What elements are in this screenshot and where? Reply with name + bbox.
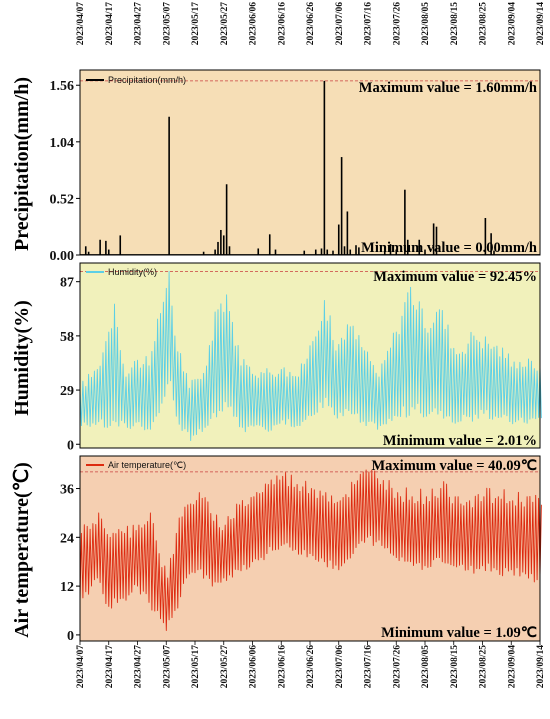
bottom-date-label: 2023/06/16	[277, 645, 287, 689]
temperature-frame	[79, 455, 541, 642]
bottom-date-label: 2023/04/27	[134, 645, 144, 689]
precipitation-y-label: Precipitation(mm/h)	[11, 77, 33, 251]
bottom-date-label: 2023/06/06	[249, 645, 259, 689]
top-date-label: 2023/04/17	[105, 2, 115, 46]
y-tick-label: 0	[67, 629, 74, 644]
top-date-label: 2023/04/07	[76, 2, 86, 46]
top-date-label: 2023/07/16	[364, 2, 374, 46]
precipitation-max-label: Maximum value = 1.60mm/h	[359, 80, 537, 96]
humidity-frame	[79, 262, 541, 449]
bottom-date-label: 2023/07/26	[392, 645, 402, 689]
y-tick-label: 36	[60, 483, 74, 498]
top-date-label: 2023/09/04	[507, 2, 517, 46]
bottom-date-label: 2023/04/17	[105, 645, 115, 689]
bottom-date-label: 2023/09/04	[507, 645, 517, 689]
legend-precipitation: Precipitation(mm/h)	[108, 75, 186, 85]
y-tick-label: 24	[60, 531, 74, 546]
top-date-axis: 2023/04/07 2023/04/17 2023/04/27 2023/05/07…	[76, 2, 546, 460]
legend-temperature: Air temperature(℃)	[108, 460, 186, 470]
top-date-label: 2023/07/26	[392, 2, 402, 46]
top-date-label: 2023/05/17	[191, 2, 201, 46]
temperature-line	[79, 469, 542, 631]
top-date-label: 2023/08/15	[450, 2, 460, 46]
y-tick-label: 0.00	[50, 249, 75, 264]
humidity-series	[79, 271, 542, 441]
precipitation-plot-area	[80, 70, 540, 255]
y-tick-label: 29	[60, 384, 74, 399]
top-date-label: 2023/06/16	[277, 2, 287, 46]
bottom-date-label: 2023/05/17	[191, 645, 201, 689]
y-tick-label: 58	[60, 330, 74, 345]
top-date-label: 2023/08/25	[479, 2, 489, 46]
bottom-date-label: 2023/07/16	[364, 645, 374, 689]
humidity-panel: 0 29 58 87 Humidity(%) Maximum value = 92.4…	[11, 262, 542, 453]
bottom-date-label: 2023/08/25	[479, 645, 489, 689]
top-date-label: 2023/06/26	[306, 2, 316, 46]
y-tick-label: 87	[60, 276, 74, 291]
bottom-date-label: 2023/08/15	[450, 645, 460, 689]
bottom-date-axis: 2023/04/07 2023/04/17 2023/04/27 2023/05/07…	[76, 641, 546, 688]
temperature-y-label: Air temperature(℃)	[11, 462, 33, 638]
temperature-y-ticks: 0 12 24 36	[60, 483, 80, 644]
legend-humidity: Humidity(%)	[108, 267, 157, 277]
top-date-label: 2023/06/06	[249, 2, 259, 46]
top-date-label: 2023/05/27	[220, 2, 230, 46]
y-tick-label: 1.56	[50, 79, 75, 94]
precipitation-y-ticks: 0.00 0.52 1.04 1.56	[50, 79, 80, 264]
bottom-date-label: 2023/08/05	[421, 645, 431, 689]
bottom-date-label: 2023/09/14	[536, 645, 546, 689]
bottom-date-label: 2023/07/06	[335, 645, 345, 689]
top-date-label: 2023/09/14	[536, 2, 546, 46]
humidity-y-ticks: 0 29 58 87	[60, 276, 80, 453]
bottom-date-label: 2023/06/26	[306, 645, 316, 689]
humidity-min-label: Minimum value = 2.01%	[383, 433, 537, 449]
humidity-max-label: Maximum value = 92.45%	[373, 269, 537, 285]
top-date-label: 2023/05/07	[162, 2, 172, 46]
y-tick-label: 0	[67, 438, 74, 453]
temperature-panel: 0 12 24 36 Air temperature(℃) Maximum value…	[11, 455, 542, 644]
temperature-max-label: Maximum value = 40.09℃	[371, 458, 537, 474]
y-tick-label: 12	[60, 580, 74, 595]
bottom-date-label: 2023/04/07	[76, 645, 86, 689]
humidity-y-label: Humidity(%)	[11, 300, 33, 416]
bottom-date-label: 2023/05/27	[220, 645, 230, 689]
temperature-series	[79, 469, 542, 631]
y-tick-label: 1.04	[50, 136, 75, 151]
temperature-min-label: Minimum value = 1.09℃	[381, 625, 538, 641]
bottom-date-label: 2023/05/07	[162, 645, 172, 689]
humidity-line	[79, 271, 542, 441]
top-date-label: 2023/07/06	[335, 2, 345, 46]
precipitation-min-label: Minimum value = 0.00mm/h	[361, 240, 537, 256]
precipitation-panel: 0.00 0.52 1.04 1.56 Precipitation(mm/h) Max…	[11, 69, 541, 264]
y-tick-label: 0.52	[50, 192, 75, 207]
top-date-label: 2023/08/05	[421, 2, 431, 46]
top-date-label: 2023/04/27	[134, 2, 144, 46]
precipitation-frame	[79, 69, 541, 256]
